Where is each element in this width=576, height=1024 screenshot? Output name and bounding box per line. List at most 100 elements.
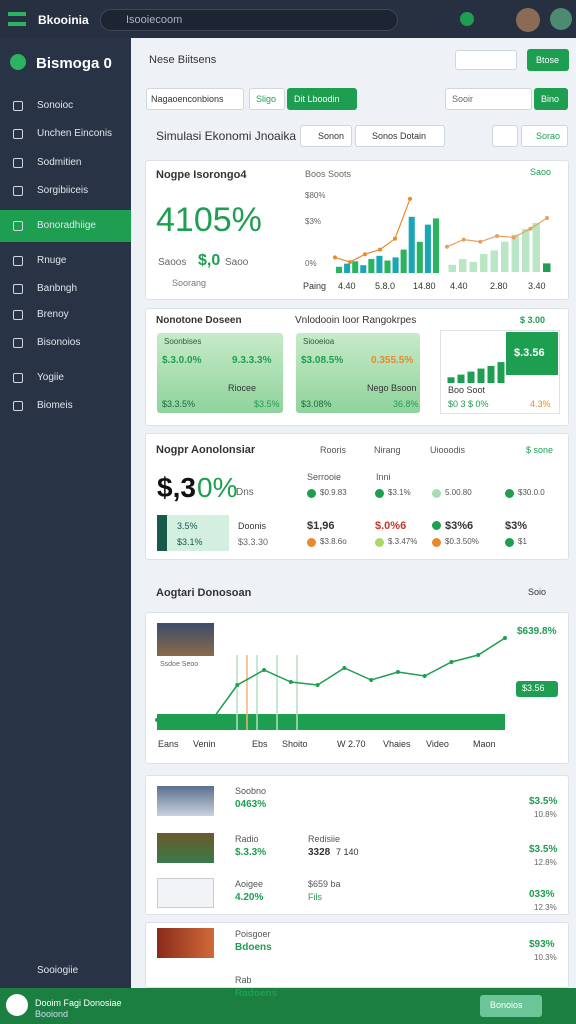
legend-item: Uiooodis (430, 445, 466, 455)
button-label[interactable]: Sonon (318, 131, 345, 141)
search-field[interactable] (445, 88, 532, 110)
chart-title: Boos Soots (305, 169, 352, 179)
badge[interactable]: Saoo (530, 167, 552, 177)
box-label: Siooeioa (303, 337, 335, 346)
cell: $0.9.83 (320, 488, 347, 497)
cell: $3% (505, 520, 528, 532)
nav-icon (13, 186, 23, 196)
chart (155, 636, 507, 730)
badge[interactable]: $ 3.00 (520, 315, 546, 325)
bar (416, 241, 423, 273)
dot (432, 521, 441, 530)
nav-item[interactable]: Banbngh (37, 283, 78, 294)
bar (522, 228, 530, 272)
avatar[interactable] (550, 8, 572, 30)
x-label: Vhaies (383, 739, 411, 749)
nav-item[interactable]: Rnuge (37, 255, 67, 266)
item-pct-sub: 10.3% (534, 953, 557, 962)
point (363, 252, 367, 257)
search-button[interactable] (534, 88, 568, 110)
item-col-sub: 7 140 (336, 847, 359, 857)
button-label[interactable]: Sorao (536, 131, 561, 141)
list-card (145, 775, 569, 915)
x-label: Maon (473, 739, 496, 749)
item-pct-sub: 10.8% (534, 810, 557, 819)
nav-item[interactable]: Biomeis (37, 400, 73, 411)
nav-item[interactable]: Brenoy (37, 309, 69, 320)
nav-icon (13, 373, 23, 383)
kpi-label: Saoo (225, 257, 249, 268)
thumbnail (157, 878, 214, 908)
bar (457, 374, 465, 383)
point (408, 196, 412, 201)
search-placeholder[interactable]: Sooir (452, 94, 474, 104)
box-label: Nego Bsoon (367, 383, 417, 393)
chart (445, 216, 551, 272)
bar (543, 263, 551, 272)
x-label: 2.80 (490, 281, 508, 291)
bar (336, 266, 343, 273)
bar (480, 254, 488, 272)
trend-card (145, 612, 569, 764)
button-label[interactable]: Bino (541, 94, 560, 104)
tab-active[interactable] (287, 88, 357, 110)
item-name: Aoigee (235, 879, 264, 889)
button[interactable] (521, 125, 568, 147)
tab-label[interactable]: Dit Lboodin (294, 94, 340, 104)
footer-text: Booiond (35, 1009, 69, 1019)
item-col: $659 ba (308, 879, 341, 889)
tab-label[interactable]: Sligo (256, 94, 277, 104)
brand: Bismoga 0 (36, 55, 112, 72)
tab-label[interactable]: Nagaoenconbions (151, 94, 224, 104)
item-col: Redisiie (308, 834, 341, 844)
nav-item[interactable]: Sorgibiiceis (37, 185, 89, 196)
nav-item[interactable]: Unchen Einconis (37, 128, 113, 139)
point (495, 234, 499, 238)
bar (511, 234, 519, 272)
point (155, 718, 159, 722)
cell: 5.00.80 (445, 488, 472, 497)
primary-button[interactable] (527, 49, 569, 71)
compare-box (157, 333, 283, 413)
cell: $3.8.6o (320, 537, 347, 546)
badge[interactable]: $ sone (526, 445, 554, 455)
avatar[interactable] (516, 8, 540, 32)
bar (467, 371, 475, 383)
thumbnail (157, 928, 214, 958)
card-title: Vnlodooin Ioor Rangokrpes (295, 315, 417, 326)
status-icon[interactable] (460, 12, 474, 26)
trend-badge-bg (516, 681, 558, 697)
footer-button[interactable] (480, 995, 542, 1017)
nav-item[interactable]: Bisonoios (37, 337, 81, 348)
box-value: 0.355.5% (371, 355, 414, 366)
point (393, 236, 397, 241)
cell: $.0%6 (375, 520, 407, 532)
search-box[interactable] (100, 9, 398, 31)
icon-buttons[interactable] (455, 50, 517, 70)
nav-item[interactable]: Sooiogiie (37, 965, 79, 976)
tab[interactable] (249, 88, 285, 110)
compare-box (296, 333, 420, 413)
button-label[interactable]: Bonoios (490, 1000, 523, 1010)
x-label: 5.8.0 (375, 281, 396, 291)
icon-button[interactable] (492, 125, 518, 147)
search-text[interactable]: Isooiecoom (126, 14, 183, 26)
item-name: Soobno (235, 786, 267, 796)
button[interactable] (355, 125, 445, 147)
button-label[interactable]: Btose (536, 55, 560, 65)
x-label: 3.40 (528, 281, 546, 291)
point (235, 683, 240, 687)
nav-item[interactable]: Sodmitien (37, 157, 82, 168)
nav-item[interactable]: Yogiie (37, 372, 64, 383)
button-label[interactable]: Soio (528, 587, 547, 597)
nav-item[interactable]: Bonoradhiige (37, 220, 96, 231)
button[interactable] (300, 125, 352, 147)
button-label[interactable]: Sonos Dotain (372, 131, 427, 141)
tab[interactable] (146, 88, 244, 110)
nav-item[interactable]: Sonoioc (37, 100, 74, 111)
app-name: Bkooinia (38, 13, 89, 27)
caption: Ssdoe Seoo (160, 661, 199, 668)
point (511, 235, 516, 240)
bar (447, 377, 455, 383)
point (181, 716, 186, 720)
